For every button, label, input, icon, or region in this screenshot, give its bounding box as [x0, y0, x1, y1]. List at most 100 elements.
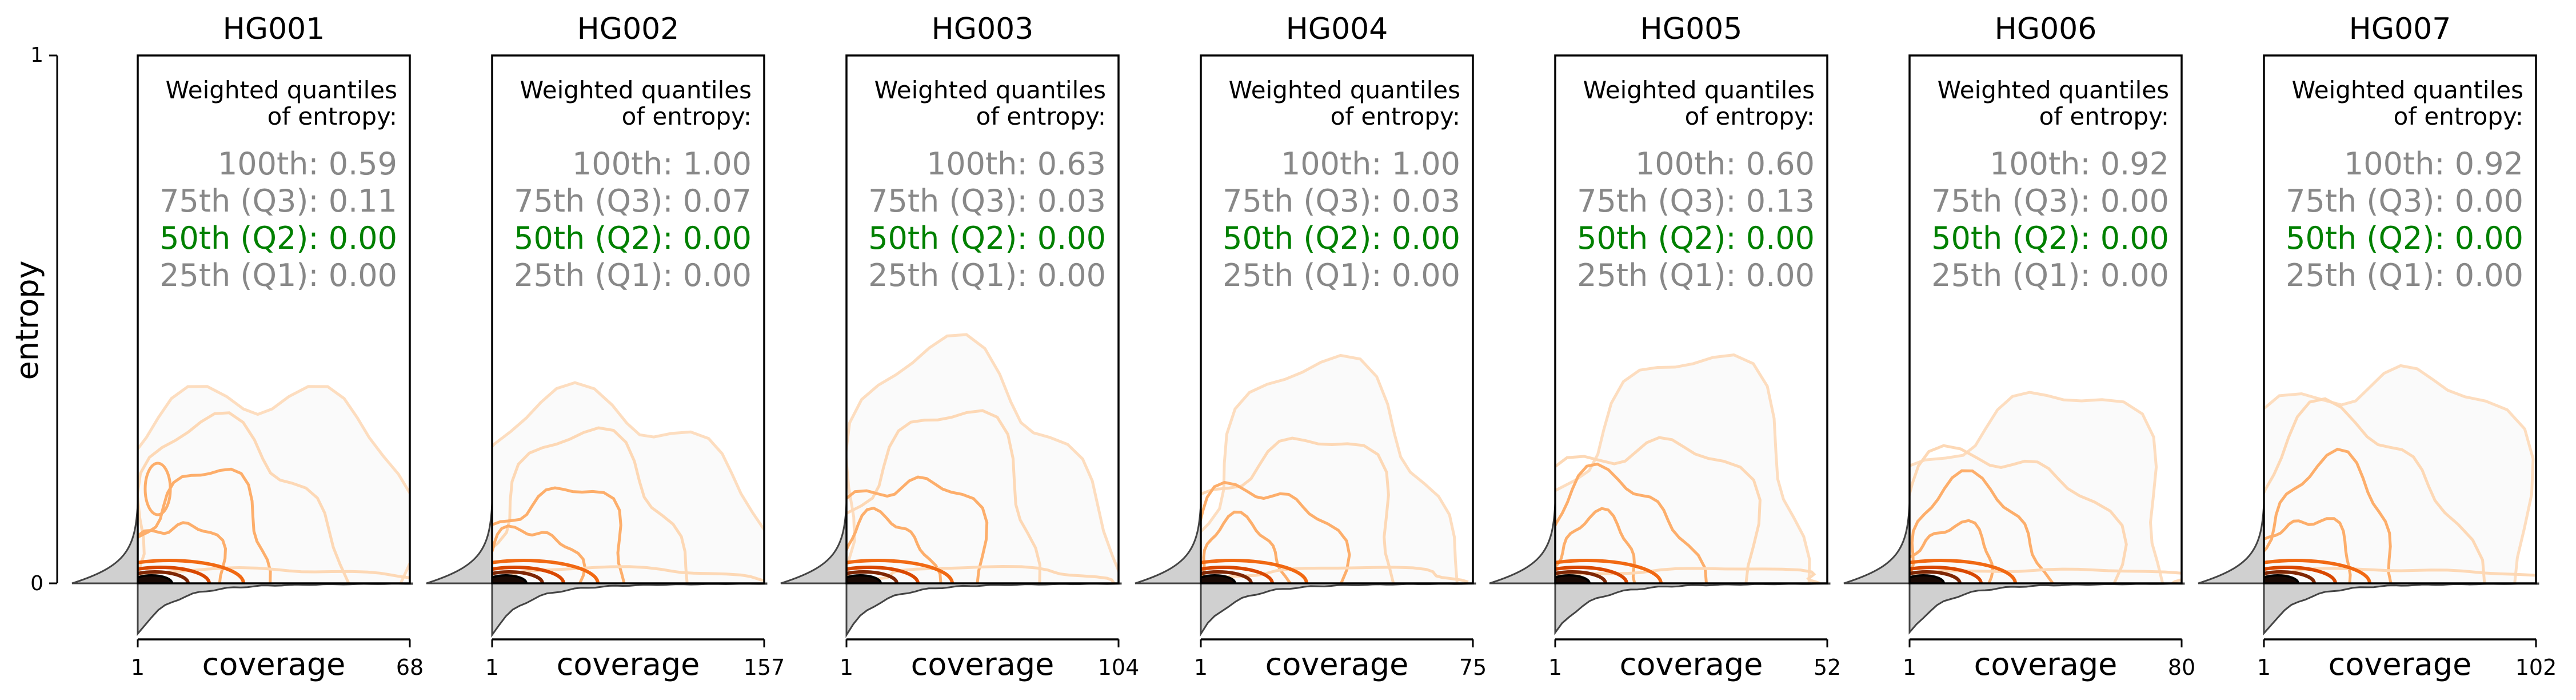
kde-contour: [138, 566, 211, 583]
quantiles-heading-line-1: Weighted quantiles: [1583, 76, 1815, 104]
kde-contour: [492, 381, 764, 583]
quantile-label: 75th (Q3): 0.03: [868, 183, 1106, 219]
kde-contours: [492, 381, 764, 583]
kde-contour: [138, 566, 410, 583]
quantile-label: 100th: 1.00: [572, 146, 752, 182]
quantile-label: 100th: 0.63: [926, 146, 1106, 182]
panel-frame: [1908, 54, 2183, 584]
kde-contours: [846, 333, 1119, 583]
y-axis-label: entropy: [9, 261, 45, 380]
kde-contour: [2264, 566, 2337, 583]
quantile-label: 50th (Q2): 0.00: [1577, 220, 1815, 256]
kde-peak: [846, 574, 882, 583]
kde-contour: [1201, 353, 1459, 583]
kde-contour: [1910, 519, 1995, 583]
x-tick-label-max: 104: [1098, 655, 1140, 680]
kde-contour: [1910, 559, 2017, 583]
kde-contours: [1910, 391, 2182, 583]
kde-contours: [1555, 353, 1821, 583]
kde-contour: [1201, 436, 1395, 583]
kde-contour: [1201, 559, 1308, 583]
quantile-label: 100th: 0.59: [218, 146, 397, 182]
quantile-label: 50th (Q2): 0.00: [1931, 220, 2169, 256]
x-tick-label-min: 1: [131, 655, 145, 680]
panel-title: HG003: [932, 12, 1034, 46]
kde-peak: [2264, 574, 2299, 583]
x-axis-label: coverage: [1620, 646, 1763, 682]
kde-contour: [846, 333, 1119, 583]
kde-contour: [138, 570, 190, 583]
kde-contour: [143, 462, 172, 516]
quantiles-heading-line-1: Weighted quantiles: [2292, 76, 2523, 104]
kde-contour: [1555, 507, 1636, 583]
quantiles-heading-line-1: Weighted quantiles: [1938, 76, 2169, 104]
kde-contour: [492, 570, 544, 583]
quantile-label: 100th: 1.00: [1281, 146, 1460, 182]
kde-peak: [1201, 574, 1236, 583]
quantile-label: 25th (Q1): 0.00: [514, 257, 752, 293]
quantiles-heading-line-1: Weighted quantiles: [166, 76, 397, 104]
quantiles-heading-line-1: Weighted quantiles: [520, 76, 752, 104]
quantile-label: 50th (Q2): 0.00: [159, 220, 397, 256]
quantile-label: 75th (Q3): 0.00: [1931, 183, 2169, 219]
kde-contour: [846, 409, 1042, 583]
kde-contour: [2264, 397, 2486, 583]
panel-frame: [491, 54, 765, 584]
kde-contour: [846, 566, 920, 583]
kde-contour: [846, 559, 954, 583]
kde-contours: [2264, 364, 2536, 583]
x-tick-label-max: 102: [2515, 655, 2557, 680]
kde-contour: [1910, 566, 1983, 583]
panel-title: HG004: [1286, 12, 1388, 46]
entropy-marginal-density: [780, 503, 848, 584]
quantile-label: 75th (Q3): 0.03: [1223, 183, 1460, 219]
quantiles-heading-line-2: of entropy:: [622, 102, 752, 130]
quantiles-heading-line-2: of entropy:: [2039, 102, 2169, 130]
kde-contour: [1555, 436, 1762, 583]
quantile-label: 25th (Q1): 0.00: [2286, 257, 2523, 293]
entropy-marginal-density: [1489, 503, 1556, 584]
panel-title: HG005: [1640, 12, 1743, 46]
quantile-label: 50th (Q2): 0.00: [1223, 220, 1460, 256]
panel-title: HG006: [1995, 12, 2097, 46]
panel-frame: [1554, 54, 1828, 584]
kde-contour: [1910, 391, 2164, 583]
kde-contour: [138, 467, 272, 583]
panel-frame: [137, 54, 411, 584]
quantiles-heading-line-1: Weighted quantiles: [1229, 76, 1460, 104]
kde-contour: [1555, 570, 1607, 583]
left-axis: 1 0 entropy: [9, 43, 58, 595]
kde-contour: [492, 426, 689, 583]
kde-contour: [1555, 566, 1628, 583]
kde-contour: [138, 521, 227, 583]
x-tick-label-min: 1: [2257, 655, 2271, 680]
y-tick-label-top: 1: [30, 43, 43, 67]
panel-title: HG007: [2349, 12, 2451, 46]
x-axis-label: coverage: [1265, 646, 1409, 682]
x-axis-label: coverage: [1974, 646, 2118, 682]
kde-contour: [138, 411, 350, 583]
kde-contour: [1201, 480, 1351, 583]
kde-contour: [1910, 469, 2054, 583]
kde-contour: [846, 564, 1116, 583]
panel-title: HG002: [577, 12, 680, 46]
x-axis-label: coverage: [557, 646, 700, 682]
panel-title: HG001: [223, 12, 325, 46]
kde-contour: [1910, 570, 1962, 583]
kde-contour: [138, 559, 245, 583]
kde-contour: [1201, 566, 1274, 583]
kde-peak: [138, 574, 173, 583]
y-tick-label-bottom: 0: [30, 572, 43, 595]
quantile-label: 25th (Q1): 0.00: [1931, 257, 2169, 293]
quantiles-heading-line-2: of entropy:: [1331, 102, 1460, 130]
x-tick-label-min: 1: [840, 655, 853, 680]
kde-contour: [1201, 570, 1253, 583]
